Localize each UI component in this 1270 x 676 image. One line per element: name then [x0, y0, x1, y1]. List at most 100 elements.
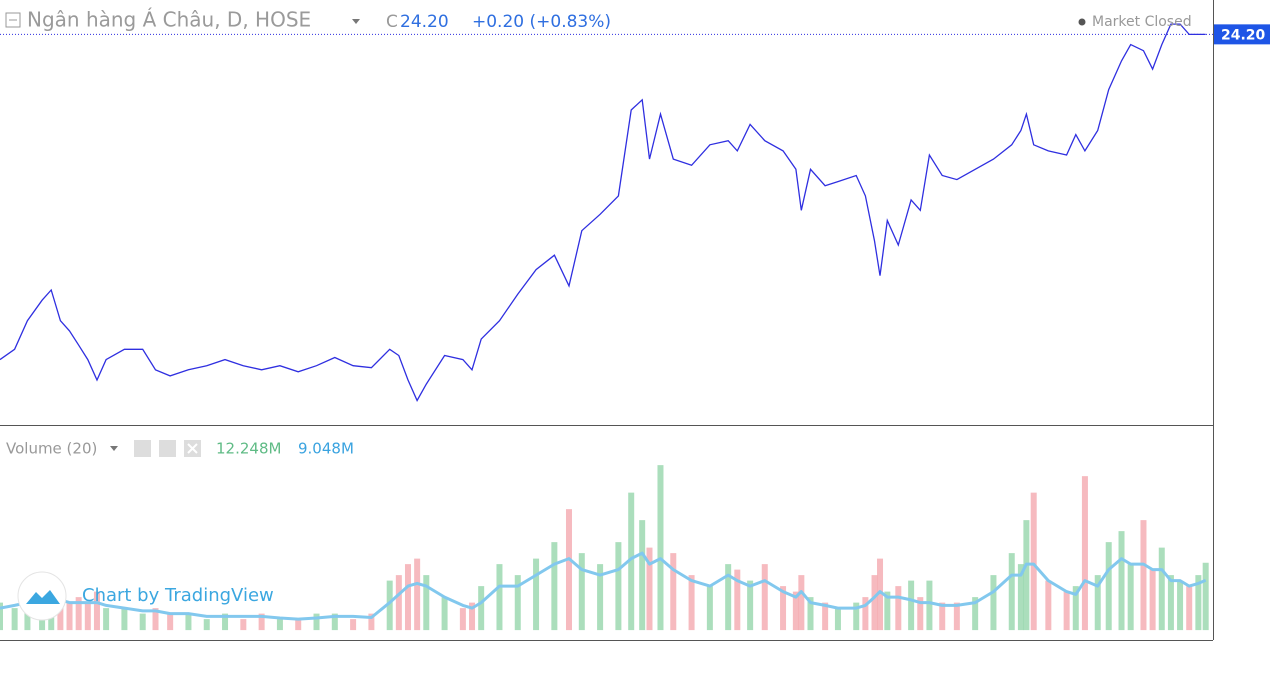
volume-bar	[939, 602, 946, 631]
volume-bar	[57, 597, 64, 631]
icon-close-x	[187, 443, 198, 454]
axes: 24.20	[1214, 24, 1270, 45]
plot	[0, 23, 1213, 631]
volume-bar	[404, 564, 411, 631]
volume-bar	[1195, 575, 1202, 631]
volume-bar	[628, 492, 635, 631]
volume-bar	[1158, 547, 1165, 631]
volume-bar	[646, 547, 653, 631]
volume-bar	[313, 613, 320, 631]
volume-bar	[469, 602, 476, 631]
volume-value: 12.248M	[216, 440, 281, 458]
close-prefix: C	[386, 12, 398, 32]
volume-bar	[884, 591, 891, 631]
volume-bar	[1072, 586, 1079, 631]
volume-bar	[688, 575, 695, 631]
dropdown-arrow[interactable]	[352, 19, 360, 24]
last-price-badge	[1214, 24, 1270, 45]
volume-bar	[761, 564, 768, 631]
volume-bar	[386, 580, 393, 631]
symbol-title[interactable]: Ngân hàng Á Châu, D, HOSE	[27, 8, 311, 32]
volume-bar	[706, 586, 713, 631]
volume-bar	[203, 619, 210, 631]
volume-bar	[331, 613, 338, 631]
volume-bar	[395, 575, 402, 631]
volume-bar	[103, 608, 110, 631]
collapse-icon[interactable]	[5, 12, 21, 28]
volume-bar	[578, 553, 585, 631]
volume-bar	[1149, 569, 1156, 631]
volume-bar	[1094, 575, 1101, 631]
icon-settings[interactable]	[159, 440, 176, 457]
volume-bar	[1017, 564, 1024, 631]
volume-bar	[615, 542, 622, 631]
volume-bar	[725, 564, 732, 631]
volume-bar	[747, 580, 754, 631]
volume-bar	[1167, 575, 1174, 631]
volume-bar	[657, 465, 664, 631]
volume-bar	[1081, 476, 1088, 631]
volume-bar	[441, 597, 448, 631]
logo-circle	[17, 571, 67, 621]
volume-bar	[368, 613, 375, 631]
volume-bar	[908, 580, 915, 631]
volume-bar	[1202, 562, 1209, 631]
watermark[interactable]: Chart by TradingView	[82, 585, 274, 606]
volume-bar	[0, 602, 3, 631]
volume-bar	[895, 586, 902, 631]
volume-bar	[798, 575, 805, 631]
volume-bar	[1140, 520, 1147, 631]
dropdown-arrow[interactable]	[110, 446, 118, 451]
volume-bar	[1105, 542, 1112, 631]
volume-bar	[597, 564, 604, 631]
volume-bar	[152, 608, 159, 631]
volume-bar	[276, 619, 283, 631]
volume-bar	[917, 597, 924, 631]
volume-bar	[414, 558, 421, 631]
icon-eye[interactable]	[134, 440, 151, 457]
volume-bar	[478, 586, 485, 631]
ma-value: 9.048M	[298, 440, 354, 458]
volume-bar	[11, 608, 18, 631]
volume-bar	[1045, 580, 1052, 631]
volume-bar	[734, 569, 741, 631]
volume-bar	[990, 575, 997, 631]
volume-bar	[1127, 564, 1134, 631]
volume-bar	[871, 575, 878, 631]
volume-bar	[1023, 520, 1030, 631]
volume-bar	[66, 602, 73, 631]
volume-bar	[350, 619, 357, 631]
volume-bar	[1177, 580, 1184, 631]
volume-bar	[972, 597, 979, 631]
volume-bar	[222, 613, 229, 631]
volume-bar	[240, 619, 247, 631]
volume-bar	[834, 608, 841, 631]
volume-bar	[792, 591, 799, 631]
volume-bar	[953, 602, 960, 631]
close-value: 24.20	[400, 12, 449, 32]
volume-bar	[565, 509, 572, 631]
volume-bar	[877, 558, 884, 631]
volume-bar	[780, 586, 787, 631]
logo-cloud	[26, 590, 60, 604]
volume-bar	[75, 597, 82, 631]
volume-bar	[1030, 492, 1037, 631]
volume-bar	[258, 613, 265, 631]
volume-bar	[533, 558, 540, 631]
status-dot	[1078, 18, 1086, 26]
volume-bar	[807, 597, 814, 631]
volume-bar	[639, 520, 646, 631]
volume-bar	[853, 602, 860, 631]
volume-bar	[139, 613, 146, 631]
volume-bar	[670, 553, 677, 631]
volume-bar	[167, 613, 174, 631]
volume-bar	[1118, 531, 1125, 631]
volume-bar	[1063, 591, 1070, 631]
volume-bar	[459, 608, 466, 631]
market-status: Market Closed	[1092, 14, 1192, 30]
volume-bar	[295, 619, 302, 631]
volume-bar	[551, 542, 558, 631]
volume-title[interactable]: Volume (20)	[6, 440, 97, 458]
